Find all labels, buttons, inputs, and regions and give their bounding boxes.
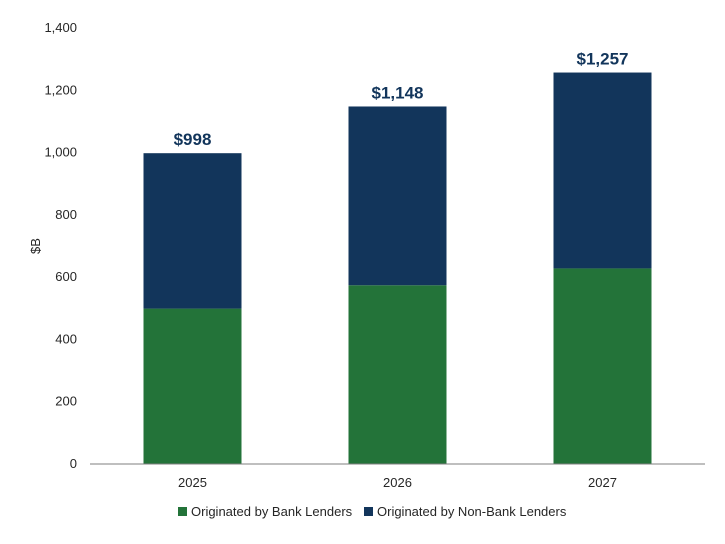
bar-bank-lenders: [348, 285, 447, 464]
legend: Originated by Bank Lenders Originated by …: [178, 504, 567, 519]
total-value-label: $998: [174, 130, 212, 149]
bar-bank-lenders: [143, 308, 242, 464]
y-axis-label: $B: [28, 238, 43, 254]
y-tick-label: 1,000: [44, 145, 77, 160]
legend-label: Originated by Non-Bank Lenders: [377, 504, 567, 519]
bar-non-bank-lenders: [348, 106, 447, 286]
legend-label: Originated by Bank Lenders: [191, 504, 353, 519]
y-tick-label: 1,200: [44, 82, 77, 97]
x-tick-label: 2025: [178, 475, 207, 490]
x-tick-label: 2027: [588, 475, 617, 490]
y-tick-label: 400: [55, 331, 77, 346]
y-tick-label: 1,400: [44, 20, 77, 35]
y-tick-label: 200: [55, 394, 77, 409]
bars: [143, 72, 652, 464]
total-value-label: $1,257: [577, 50, 629, 69]
legend-swatch-bank: [178, 507, 187, 516]
total-value-label: $1,148: [372, 83, 424, 102]
bar-non-bank-lenders: [143, 153, 242, 309]
y-tick-label: 0: [70, 456, 77, 471]
y-tick-label: 600: [55, 269, 77, 284]
bar-bank-lenders: [553, 268, 652, 464]
legend-swatch-non-bank: [364, 507, 373, 516]
x-tick-label: 2026: [383, 475, 412, 490]
y-tick-label: 800: [55, 207, 77, 222]
bar-non-bank-lenders: [553, 72, 652, 269]
y-axis-ticks: 0 200 400 600 800 1,000 1,200 1,400: [44, 20, 77, 471]
total-labels: $998 $1,148 $1,257: [174, 50, 629, 150]
x-axis-ticks: 2025 2026 2027: [178, 475, 617, 490]
